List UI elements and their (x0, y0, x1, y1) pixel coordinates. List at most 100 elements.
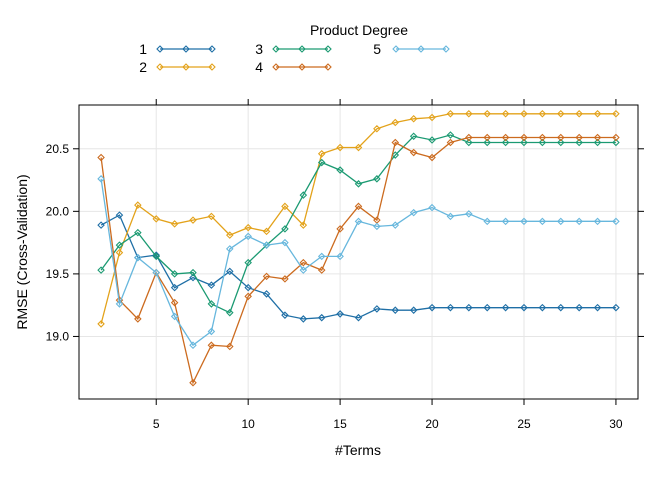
data-point (409, 148, 418, 157)
data-point (262, 227, 271, 236)
data-point (97, 153, 105, 162)
data-point (244, 292, 252, 301)
data-point (428, 153, 436, 162)
series-1 (97, 211, 620, 323)
legend-swatch-marker (182, 45, 190, 53)
data-point (97, 221, 105, 229)
data-point (354, 217, 363, 226)
data-point (575, 133, 583, 142)
data-point (317, 252, 326, 261)
data-point (593, 109, 602, 118)
data-point (152, 252, 161, 261)
legend-item-4: 4 (255, 59, 332, 75)
data-point (501, 217, 510, 226)
data-point (226, 342, 234, 351)
data-point (593, 133, 602, 142)
data-point (97, 175, 105, 183)
data-point (575, 138, 583, 147)
data-point (336, 310, 344, 318)
series-4 (97, 133, 620, 387)
data-point (281, 275, 289, 283)
data-point (428, 136, 436, 144)
series-2 (97, 109, 620, 328)
data-point (317, 313, 326, 322)
legend-label: 1 (139, 41, 147, 57)
data-point (612, 133, 620, 142)
data-point (446, 303, 455, 312)
data-point (317, 266, 326, 274)
data-point (538, 303, 547, 312)
x-axis-title: #Terms (335, 442, 381, 458)
data-point (170, 283, 179, 292)
data-point (575, 303, 583, 312)
legend-label: 2 (139, 59, 147, 75)
legend-item-3: 3 (255, 41, 332, 57)
data-point (170, 298, 179, 307)
data-point (520, 133, 528, 142)
data-point (391, 118, 400, 127)
data-point (170, 270, 179, 278)
legend-item-5: 5 (373, 41, 450, 57)
data-point (483, 109, 491, 118)
data-point (556, 133, 565, 142)
y-tick-label: 20.5 (46, 142, 70, 156)
data-point (575, 217, 583, 226)
data-point (207, 327, 216, 336)
legend-swatch-marker (392, 45, 400, 53)
series-line-4 (100, 136, 616, 385)
data-point (465, 138, 473, 147)
legend-item-2: 2 (139, 59, 216, 75)
legend-swatch-marker (442, 45, 450, 53)
legend-swatch-marker (182, 63, 190, 71)
data-point (281, 202, 289, 211)
legend-label: 5 (373, 41, 381, 57)
data-point (281, 238, 289, 247)
data-point (373, 175, 381, 183)
data-point (226, 245, 234, 253)
y-tick-label: 19.5 (46, 267, 70, 281)
data-point (593, 138, 602, 147)
data-point (134, 253, 142, 262)
data-point (170, 312, 179, 321)
series-line-5 (100, 178, 616, 347)
data-point (115, 248, 124, 257)
data-point (262, 241, 271, 249)
series-line-3 (100, 134, 616, 314)
data-point (501, 109, 510, 118)
data-point (391, 221, 400, 229)
data-point (465, 210, 473, 218)
legend-swatch-marker (272, 63, 280, 71)
x-tick-label: 20 (425, 417, 439, 431)
data-point (501, 138, 510, 147)
plot-frame (78, 104, 639, 400)
data-point (336, 143, 344, 152)
data-point (281, 225, 289, 233)
data-point (593, 303, 602, 312)
data-point (336, 166, 344, 174)
x-tick-label: 10 (241, 417, 255, 431)
data-point (226, 267, 234, 276)
data-point (299, 221, 308, 229)
data-point (226, 231, 234, 239)
data-point (207, 300, 216, 308)
series-line-2 (100, 113, 616, 325)
data-point (428, 303, 436, 312)
grid (79, 105, 638, 399)
data-point (207, 341, 216, 349)
data-point (189, 341, 197, 349)
data-point (115, 211, 124, 219)
data-point (134, 201, 142, 209)
data-point (244, 258, 252, 267)
legend-swatch-marker (156, 63, 164, 71)
data-point (465, 109, 473, 118)
data-point (520, 138, 528, 147)
data-point (612, 109, 620, 118)
data-point (593, 217, 602, 226)
data-point (244, 223, 252, 232)
data-point (281, 311, 289, 319)
data-point (409, 306, 418, 314)
legend-swatch-marker (208, 63, 216, 71)
legend-swatch-marker (417, 45, 425, 53)
data-point (207, 281, 216, 289)
legend-swatch-marker (298, 45, 306, 53)
